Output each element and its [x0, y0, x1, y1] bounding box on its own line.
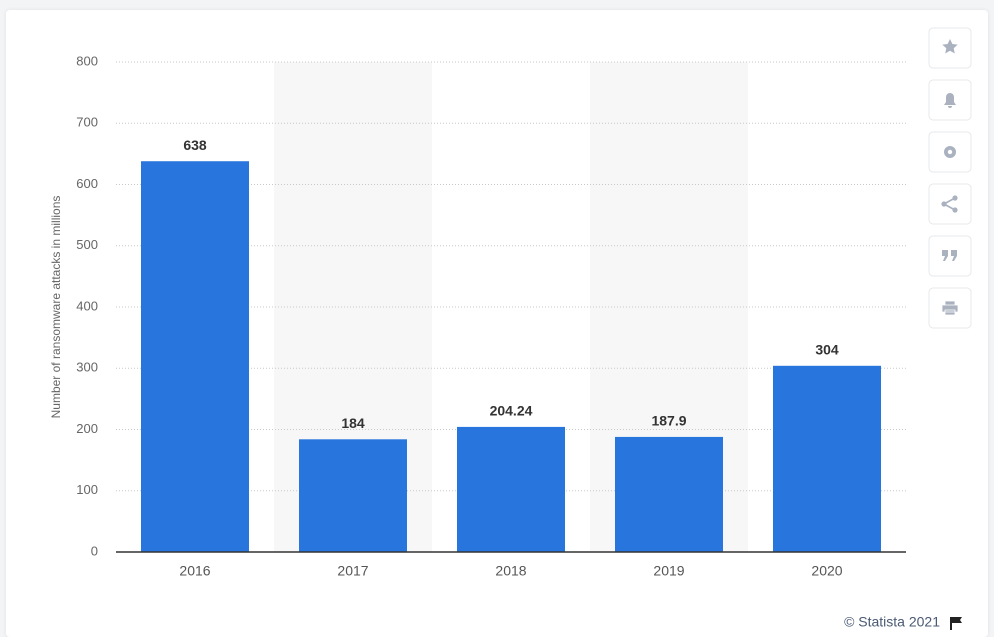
value-label: 184: [341, 415, 365, 431]
share-button[interactable]: [928, 183, 972, 225]
bar: [773, 365, 881, 552]
y-tick-label: 100: [76, 482, 98, 497]
y-axis-label: Number of ransomware attacks in millions: [49, 196, 63, 419]
y-tick-label: 300: [76, 360, 98, 375]
flag-icon: [950, 617, 962, 630]
side-buttons: [928, 27, 972, 329]
y-tick-label: 600: [76, 176, 98, 191]
x-tick-label: 2017: [337, 563, 368, 579]
print-button[interactable]: [928, 287, 972, 329]
cite-button[interactable]: [928, 235, 972, 277]
x-tick-label: 2018: [495, 563, 526, 579]
bar: [457, 426, 565, 552]
x-tick-label: 2020: [811, 563, 842, 579]
y-tick-label: 700: [76, 115, 98, 130]
value-label: 638: [183, 137, 207, 153]
y-tick-label: 400: [76, 298, 98, 313]
value-label: 304: [815, 342, 839, 358]
value-label: 204.24: [490, 403, 533, 419]
x-tick-label: 2019: [653, 563, 684, 579]
y-tick-label: 500: [76, 237, 98, 252]
y-tick-label: 800: [76, 53, 98, 68]
favorite-button[interactable]: [928, 27, 972, 69]
bar: [299, 439, 407, 552]
source: © Statista 2021: [844, 614, 940, 630]
x-tick-label: 2016: [179, 563, 210, 579]
bar: [141, 161, 249, 552]
bar: [615, 436, 723, 552]
settings-button[interactable]: [928, 131, 972, 173]
y-tick-label: 200: [76, 421, 98, 436]
y-tick-label: 0: [91, 543, 98, 558]
value-label: 187.9: [651, 413, 686, 429]
notification-button[interactable]: [928, 79, 972, 121]
